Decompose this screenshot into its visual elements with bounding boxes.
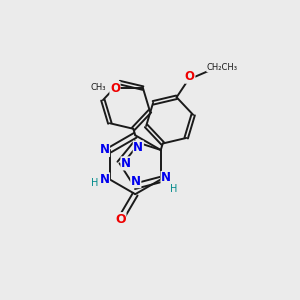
Text: N: N (131, 175, 141, 188)
Text: H: H (92, 178, 99, 188)
Text: CH₂CH₃: CH₂CH₃ (207, 63, 238, 72)
Text: N: N (121, 157, 131, 170)
Text: O: O (110, 82, 120, 94)
Text: N: N (161, 172, 171, 184)
Text: CH₃: CH₃ (90, 83, 106, 92)
Text: N: N (133, 141, 143, 154)
Text: N: N (100, 143, 110, 157)
Text: O: O (185, 70, 195, 83)
Text: O: O (115, 213, 126, 226)
Text: N: N (100, 173, 110, 186)
Text: H: H (170, 184, 178, 194)
